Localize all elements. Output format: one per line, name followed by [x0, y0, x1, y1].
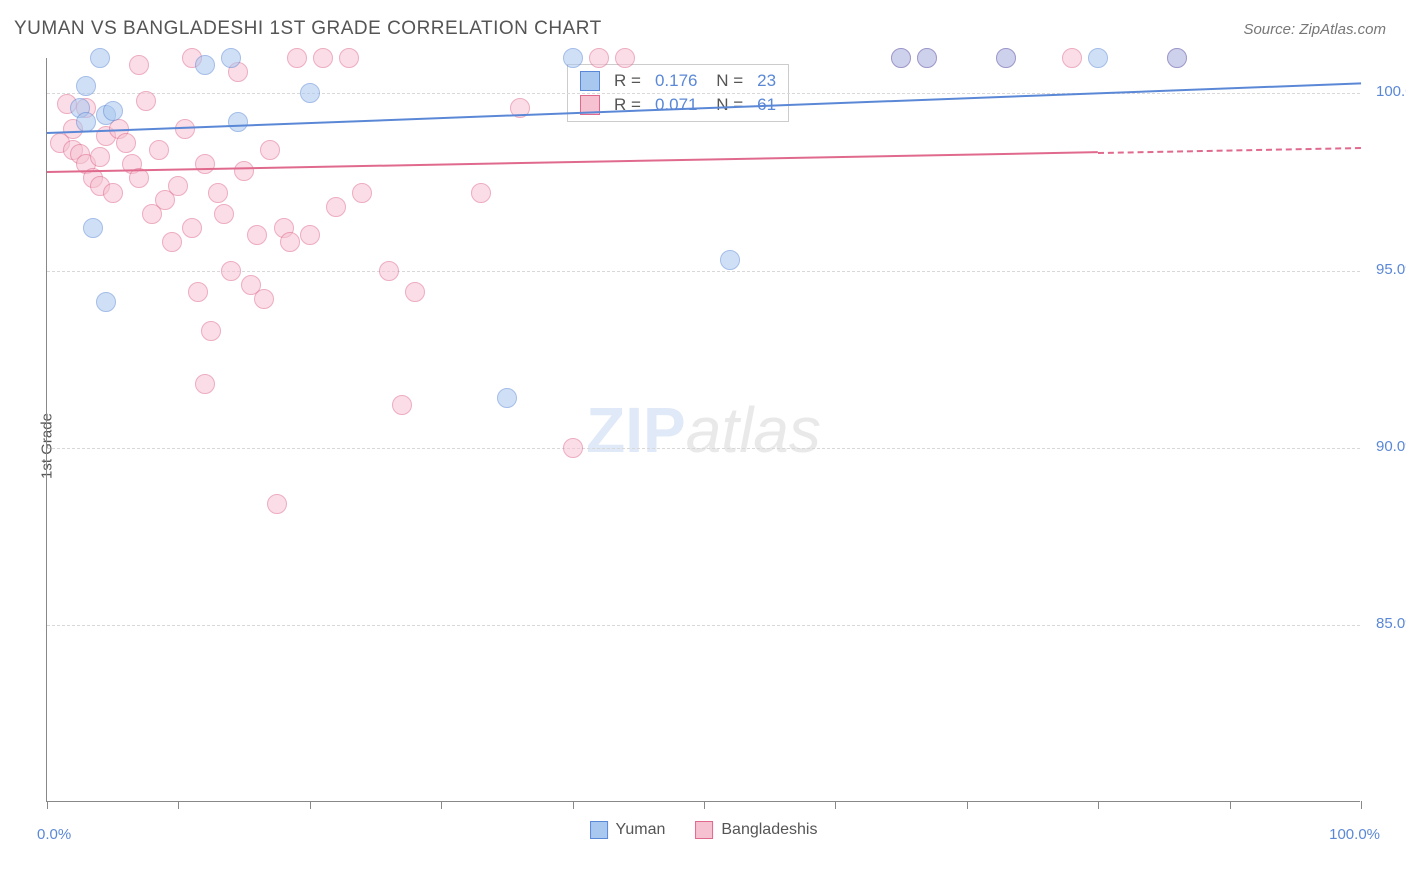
scatter-point — [162, 232, 182, 252]
x-tick — [835, 801, 836, 809]
scatter-point — [221, 48, 241, 68]
scatter-point — [221, 261, 241, 281]
scatter-point — [267, 494, 287, 514]
scatter-point — [392, 395, 412, 415]
scatter-point — [195, 55, 215, 75]
x-tick — [967, 801, 968, 809]
regression-line — [1098, 147, 1361, 154]
x-tick — [1230, 801, 1231, 809]
chart-title: YUMAN VS BANGLADESHI 1ST GRADE CORRELATI… — [14, 18, 602, 40]
legend-r-label: R = — [614, 71, 641, 91]
y-tick-label: 85.0% — [1370, 615, 1406, 632]
scatter-point — [1062, 48, 1082, 68]
scatter-point — [313, 48, 333, 68]
scatter-point — [201, 321, 221, 341]
gridline — [47, 625, 1360, 626]
scatter-point — [90, 147, 110, 167]
chart-header: YUMAN VS BANGLADESHI 1ST GRADE CORRELATI… — [0, 0, 1406, 48]
scatter-point — [195, 374, 215, 394]
legend-swatch — [590, 821, 608, 839]
scatter-point — [228, 112, 248, 132]
scatter-point — [891, 48, 911, 68]
scatter-chart: ZIPatlas R =0.176 N =23R =0.071 N =61 Yu… — [46, 58, 1360, 802]
scatter-point — [563, 438, 583, 458]
x-axis-max-label: 100.0% — [1329, 826, 1380, 843]
y-tick-label: 90.0% — [1370, 438, 1406, 455]
scatter-point — [379, 261, 399, 281]
legend-row: R = 0.176 N = 23 — [580, 69, 776, 93]
chart-source: Source: ZipAtlas.com — [1243, 21, 1386, 38]
watermark-atlas: atlas — [686, 394, 821, 466]
x-tick — [178, 801, 179, 809]
legend-swatch — [695, 821, 713, 839]
scatter-point — [589, 48, 609, 68]
scatter-point — [300, 225, 320, 245]
scatter-point — [720, 250, 740, 270]
legend-n-label: N = — [711, 71, 743, 91]
scatter-point — [83, 218, 103, 238]
scatter-point — [615, 48, 635, 68]
legend-r-value: 0.071 — [655, 95, 698, 115]
legend-series-name: Yuman — [616, 821, 666, 839]
scatter-point — [149, 140, 169, 160]
scatter-point — [287, 48, 307, 68]
legend-item: Bangladeshis — [695, 821, 817, 839]
x-tick — [1098, 801, 1099, 809]
scatter-point — [1167, 48, 1187, 68]
scatter-point — [234, 161, 254, 181]
scatter-point — [76, 76, 96, 96]
scatter-point — [352, 183, 372, 203]
y-tick-label: 95.0% — [1370, 261, 1406, 278]
y-tick-label: 100.0% — [1370, 83, 1406, 100]
scatter-point — [300, 83, 320, 103]
scatter-point — [280, 232, 300, 252]
scatter-point — [136, 91, 156, 111]
scatter-point — [90, 48, 110, 68]
scatter-point — [188, 282, 208, 302]
legend-n-value: 23 — [757, 71, 776, 91]
scatter-point — [195, 154, 215, 174]
scatter-point — [96, 292, 116, 312]
scatter-point — [103, 183, 123, 203]
scatter-point — [116, 133, 136, 153]
scatter-point — [129, 55, 149, 75]
scatter-point — [260, 140, 280, 160]
scatter-point — [182, 218, 202, 238]
x-tick — [310, 801, 311, 809]
series-legend: Yuman Bangladeshis — [590, 821, 818, 839]
x-tick — [441, 801, 442, 809]
watermark: ZIPatlas — [586, 393, 821, 467]
gridline — [47, 93, 1360, 94]
x-tick — [47, 801, 48, 809]
scatter-point — [563, 48, 583, 68]
x-tick — [1361, 801, 1362, 809]
scatter-point — [214, 204, 234, 224]
scatter-point — [208, 183, 228, 203]
watermark-zip: ZIP — [586, 394, 686, 466]
scatter-point — [1088, 48, 1108, 68]
scatter-point — [339, 48, 359, 68]
scatter-point — [917, 48, 937, 68]
scatter-point — [129, 168, 149, 188]
scatter-point — [168, 176, 188, 196]
gridline — [47, 448, 1360, 449]
x-tick — [573, 801, 574, 809]
x-tick — [704, 801, 705, 809]
scatter-point — [326, 197, 346, 217]
legend-item: Yuman — [590, 821, 666, 839]
scatter-point — [996, 48, 1016, 68]
scatter-point — [254, 289, 274, 309]
scatter-point — [76, 112, 96, 132]
scatter-point — [405, 282, 425, 302]
scatter-point — [497, 388, 517, 408]
gridline — [47, 271, 1360, 272]
x-axis-min-label: 0.0% — [37, 826, 71, 843]
legend-series-name: Bangladeshis — [721, 821, 817, 839]
scatter-point — [247, 225, 267, 245]
scatter-point — [103, 101, 123, 121]
scatter-point — [471, 183, 491, 203]
legend-swatch — [580, 71, 600, 91]
legend-r-value: 0.176 — [655, 71, 698, 91]
